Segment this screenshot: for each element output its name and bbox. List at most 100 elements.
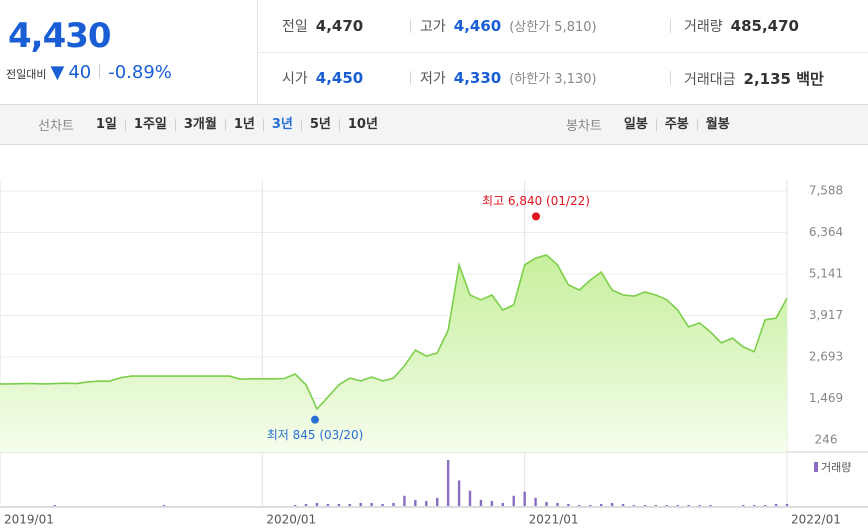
candle-tab[interactable]: 월봉 xyxy=(696,118,738,131)
limit: 상한가 5,810 xyxy=(514,20,592,35)
annotation-dot xyxy=(532,212,540,221)
volume-bar xyxy=(414,499,417,506)
candle-tab[interactable]: 주봉 xyxy=(655,118,697,131)
volume-bar xyxy=(632,504,636,506)
y-tick-label: 6,364 xyxy=(809,225,843,239)
stat-value: 4,460 xyxy=(453,17,502,35)
separator xyxy=(410,19,411,33)
candle-tabs: 봉차트 일봉 주봉 월봉 xyxy=(566,115,738,135)
volume-bar xyxy=(337,503,341,506)
volume-bar xyxy=(643,504,647,506)
volume-bar xyxy=(556,502,559,506)
volume-bar xyxy=(392,502,395,506)
volume-bar xyxy=(523,491,526,506)
separator xyxy=(670,19,671,33)
tab-group-label: 봉차트 xyxy=(566,119,602,134)
y-tick-label: 1,469 xyxy=(809,391,843,405)
stat: 거래량 485,470 xyxy=(684,16,799,36)
period-tab[interactable]: 3개월 xyxy=(174,118,225,131)
x-tick-label: 2022/01 xyxy=(791,513,841,527)
stat-label: 시가 xyxy=(282,71,308,87)
volume-bar xyxy=(687,504,690,506)
y-tick-label: 246 xyxy=(815,433,838,447)
stat: 고가 4,460 (상한가 5,810) xyxy=(420,16,597,36)
volume-bar xyxy=(359,502,362,506)
amount: 2,135 xyxy=(743,70,791,88)
limit: 하한가 3,130 xyxy=(514,72,592,87)
stat: 거래대금 2,135 백만 xyxy=(684,68,824,89)
volume-bar xyxy=(315,502,319,506)
volume-bar xyxy=(665,504,668,506)
y-tick-label: 3,917 xyxy=(809,308,843,322)
stat-value: 4,450 xyxy=(315,69,364,87)
separator xyxy=(99,64,101,78)
volume-bar xyxy=(753,504,756,506)
volume-bar xyxy=(457,480,461,506)
x-tick-label: 2019/01 xyxy=(4,513,54,527)
tab-bar: 선차트 1일 1주일 3개월 1년 3년 5년 10년 봉차트 일봉 주봉 월봉 xyxy=(0,105,868,145)
stat-label: 저가 xyxy=(420,71,446,87)
volume-bar xyxy=(534,497,537,506)
volume-bar xyxy=(446,460,450,506)
stat: 시가 4,450 xyxy=(282,68,363,88)
tab-group-label: 선차트 xyxy=(38,119,74,134)
volume-bar xyxy=(512,495,515,506)
down-arrow: ▼ xyxy=(50,62,65,83)
period-tab[interactable]: 1년 xyxy=(224,118,263,131)
stat-label: 전일 xyxy=(282,19,308,35)
y-tick-label: 5,141 xyxy=(809,266,843,280)
price-box: 4,430 전일대비 ▼ 40 -0.89% xyxy=(0,0,258,104)
volume-bar xyxy=(785,503,789,506)
volume-bar xyxy=(676,504,679,506)
line-tabs: 선차트 1일 1주일 3개월 1년 3년 5년 10년 xyxy=(38,115,386,135)
volume-bar xyxy=(293,504,297,506)
period-tab[interactable]: 3년 xyxy=(262,118,301,131)
volume-bar xyxy=(348,503,351,506)
candle-tab[interactable]: 일봉 xyxy=(623,116,648,132)
stat-note: (하한가 3,130) xyxy=(509,72,597,87)
volume-bar xyxy=(742,504,745,506)
stat-value: 2,135 백만 xyxy=(744,68,824,89)
price-line xyxy=(0,254,788,411)
stat-value: 485,470 xyxy=(730,17,799,35)
stat-value: 4,330 xyxy=(453,69,502,87)
stat-note: (상한가 5,810) xyxy=(509,20,597,35)
change-label: 전일대비 xyxy=(6,68,47,81)
unit: 백만 xyxy=(796,70,824,88)
volume-bar xyxy=(501,502,505,506)
period-tab[interactable]: 1주일 xyxy=(124,118,175,131)
stat: 전일 4,470 xyxy=(282,16,363,36)
volume-bar xyxy=(468,490,472,506)
stat: 저가 4,330 (하한가 3,130) xyxy=(420,68,597,88)
volume-bar xyxy=(599,503,603,506)
volume-bar xyxy=(654,504,658,506)
volume-bar xyxy=(774,503,778,506)
period-tab[interactable]: 5년 xyxy=(300,118,339,131)
volume-bar xyxy=(162,504,166,506)
volume-bar xyxy=(425,500,428,506)
volume-bar xyxy=(589,504,592,506)
volume-bar xyxy=(381,503,384,506)
volume-bar xyxy=(479,499,483,506)
volume-bar xyxy=(698,504,701,506)
price: 4,430 xyxy=(8,16,112,56)
stat-value: 4,470 xyxy=(315,17,364,35)
stat-label: 거래대금 xyxy=(684,72,736,88)
period-tab[interactable]: 1일 xyxy=(95,116,117,132)
change-row: 전일대비 ▼ 40 -0.89% xyxy=(6,62,172,83)
change-rate: -0.89% xyxy=(108,62,172,83)
volume-bar xyxy=(610,502,614,506)
x-tick-label: 2020/01 xyxy=(266,513,316,527)
volume-bar xyxy=(545,501,548,506)
y-tick-label: 2,693 xyxy=(809,350,843,364)
stat-label: 거래량 xyxy=(684,19,723,35)
volume-bar xyxy=(578,504,581,506)
area-fill xyxy=(0,255,787,452)
period-tab[interactable]: 10년 xyxy=(338,118,386,131)
annotation-label: 최저 845 (03/20) xyxy=(267,428,364,442)
row-separator xyxy=(258,52,868,53)
volume-bar xyxy=(621,503,625,506)
legend-label: 거래량 xyxy=(821,461,851,474)
